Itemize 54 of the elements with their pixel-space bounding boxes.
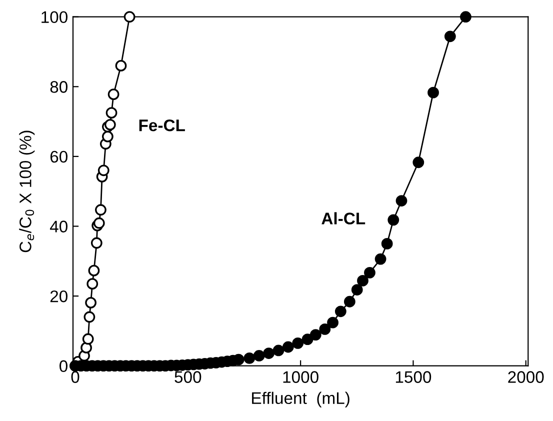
point: [460, 11, 472, 23]
point: [95, 204, 106, 216]
point: [388, 214, 400, 226]
point: [364, 266, 376, 278]
y-tick-label: 40: [50, 220, 68, 232]
point: [357, 274, 368, 286]
point: [108, 88, 120, 100]
point: [253, 350, 265, 362]
x-tick-label: 500: [174, 371, 202, 383]
point: [412, 156, 424, 168]
y-tick-label: 60: [50, 150, 68, 163]
point: [98, 164, 110, 176]
point: [85, 296, 96, 308]
point: [344, 296, 356, 308]
point: [302, 334, 314, 346]
point: [115, 60, 127, 72]
point: [93, 217, 105, 229]
point: [88, 264, 100, 276]
point: [334, 306, 346, 318]
series-label: Fe-CL: [139, 119, 185, 132]
y-tick-label: 100: [42, 11, 68, 24]
point: [102, 130, 114, 142]
point: [244, 352, 256, 364]
point: [263, 348, 274, 359]
x-tick-label: 0: [71, 371, 80, 383]
point: [428, 86, 439, 98]
point: [292, 337, 304, 349]
point: [444, 30, 456, 42]
point: [319, 324, 331, 335]
point: [124, 11, 136, 23]
y-tick-label: 20: [50, 290, 68, 302]
point: [396, 195, 408, 206]
point: [90, 237, 102, 249]
point: [381, 238, 393, 250]
x-tick-label: 1000: [283, 371, 318, 383]
y-tick-label: 80: [50, 81, 68, 93]
point: [272, 344, 284, 356]
x-tick-label: 1500: [396, 371, 432, 383]
y-axis-title: C$_{e}$/C$_{0}$ X 100 (%): [19, 130, 35, 252]
point: [327, 316, 338, 328]
point: [374, 253, 386, 265]
point: [310, 329, 322, 340]
point: [104, 118, 116, 130]
point: [84, 311, 96, 323]
series-label: Al-CL: [322, 212, 366, 224]
x-tick-label: 2000: [508, 371, 544, 383]
point: [282, 341, 294, 353]
point: [82, 333, 94, 345]
x-axis-title: Effluent (mL): [252, 392, 350, 408]
y-tick-label: 0: [60, 360, 68, 372]
point: [106, 107, 118, 119]
point: [351, 284, 363, 296]
point: [80, 342, 92, 354]
point: [86, 278, 98, 290]
